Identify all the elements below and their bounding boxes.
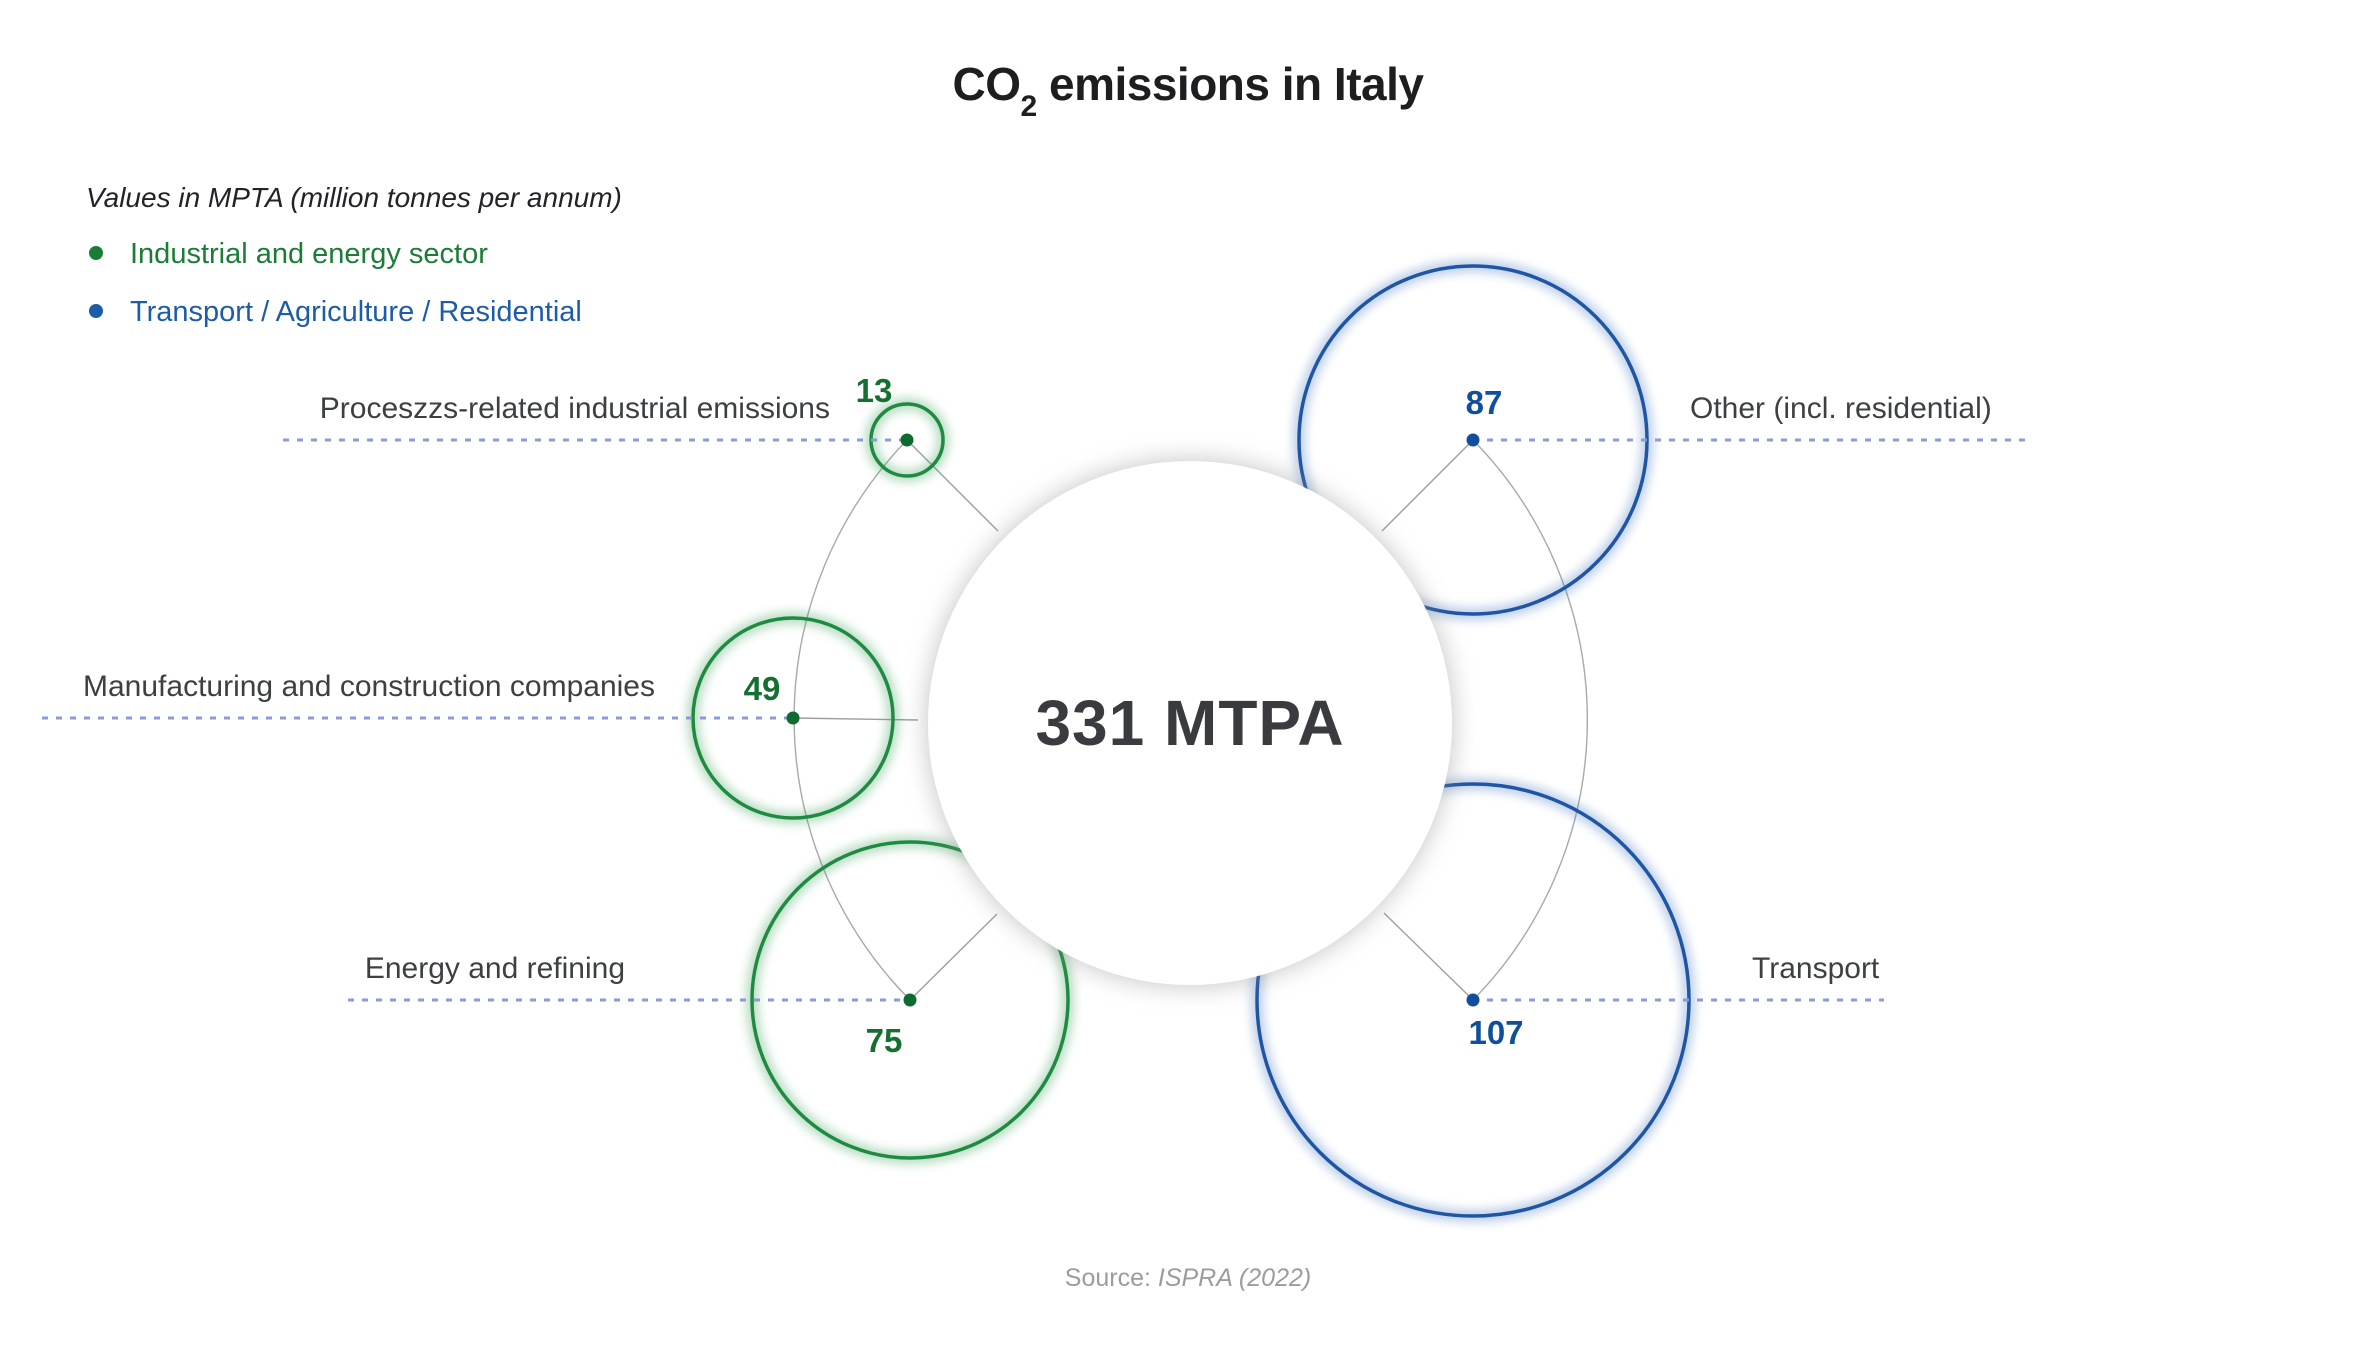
value-other: 87 (1466, 384, 1503, 421)
chart-subtitle: Values in MPTA (million tonnes per annum… (86, 182, 622, 213)
orbit-arc-right (1472, 439, 1589, 1001)
source-citation: ISPRA (2022) (1158, 1264, 1311, 1292)
source-note: Source: ISPRA (2022) (1065, 1264, 1311, 1292)
title-subscript: 2 (1021, 90, 1037, 123)
connector-transport (1383, 912, 1474, 1001)
bubble-manufacturing (691, 616, 895, 820)
connector-energy (909, 913, 998, 1001)
center-dot-process-icon (900, 433, 914, 447)
value-energy: 75 (866, 1022, 903, 1059)
total-bubble (928, 461, 1452, 985)
title-rest: emissions in Italy (1037, 58, 1425, 110)
value-process: 13 (856, 372, 893, 409)
connector-manufacturing (792, 717, 919, 721)
source-prefix: Source: (1065, 1264, 1158, 1292)
center-dot-transport-icon (1466, 993, 1480, 1007)
label-transport: Transport (1752, 952, 1880, 985)
connector-process (906, 439, 999, 532)
bubble-energy (750, 840, 1070, 1160)
center-dot-other-icon (1466, 433, 1480, 447)
legend-dot-industrial-icon (89, 246, 103, 260)
label-other: Other (incl. residential) (1690, 392, 1992, 425)
chart-title: CO2 emissions in Italy (953, 58, 1425, 123)
legend-label-industrial: Industrial and energy sector (130, 238, 488, 270)
value-manufacturing: 49 (744, 670, 781, 707)
label-process: Proceszzs-related industrial emissions (320, 392, 830, 425)
legend: Industrial and energy sector Transport /… (89, 238, 582, 328)
label-energy: Energy and refining (365, 952, 625, 985)
label-manufacturing: Manufacturing and construction companies (83, 670, 655, 703)
center-dot-manufacturing-icon (786, 711, 800, 725)
legend-label-transport: Transport / Agriculture / Residential (130, 296, 582, 328)
legend-dot-transport-icon (89, 304, 103, 318)
title-co2: CO (953, 58, 1021, 110)
total-value-label: 331 MTPA (1035, 687, 1344, 759)
value-transport: 107 (1468, 1014, 1523, 1051)
center-dot-energy-icon (903, 993, 917, 1007)
connector-other (1381, 439, 1474, 532)
